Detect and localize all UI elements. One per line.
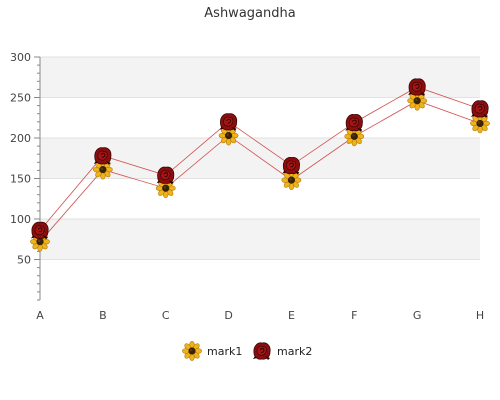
legend: mark1 mark2: [182, 341, 312, 361]
x-tick-label: B: [99, 309, 107, 322]
y-tick-label: 250: [10, 92, 31, 105]
legend-icon-mark1: [182, 341, 202, 361]
data-point-mark2: [344, 113, 363, 133]
data-point-mark2: [470, 100, 489, 119]
chart-title: Ashwagandha: [204, 6, 295, 21]
series-lines: [39, 86, 481, 242]
x-tick-label: A: [36, 309, 44, 322]
x-tick-label: F: [351, 309, 357, 322]
data-point-mark2: [93, 147, 112, 166]
y-tick-label: 50: [17, 254, 31, 267]
data-point-mark2: [156, 166, 175, 185]
x-tick-label: D: [224, 309, 232, 322]
legend-label-mark1: mark1: [207, 345, 242, 358]
gridlines: [40, 56, 480, 260]
y-tick-label: 300: [10, 51, 31, 64]
legend-label-mark2: mark2: [277, 345, 312, 358]
x-axis: A B C D E F G H: [36, 309, 484, 322]
y-tick-label: 150: [10, 173, 31, 186]
y-tick-label: 200: [10, 132, 31, 145]
y-axis: 50 100 150 200 250 300: [10, 51, 41, 301]
x-tick-label: G: [413, 309, 422, 322]
data-point-mark2: [219, 113, 238, 132]
x-tick-label: E: [288, 309, 295, 322]
grid-band: [40, 57, 480, 98]
series-line-mark1: [39, 100, 481, 242]
data-point-mark2: [281, 156, 301, 176]
legend-icon-mark2: [252, 342, 271, 361]
x-tick-label: C: [162, 309, 170, 322]
x-tick-label: H: [476, 309, 484, 322]
grid-band: [40, 219, 480, 260]
data-point-mark2: [30, 221, 49, 240]
y-tick-label: 100: [10, 213, 31, 226]
data-point-mark2: [407, 78, 426, 97]
series-line-mark2: [39, 86, 481, 231]
